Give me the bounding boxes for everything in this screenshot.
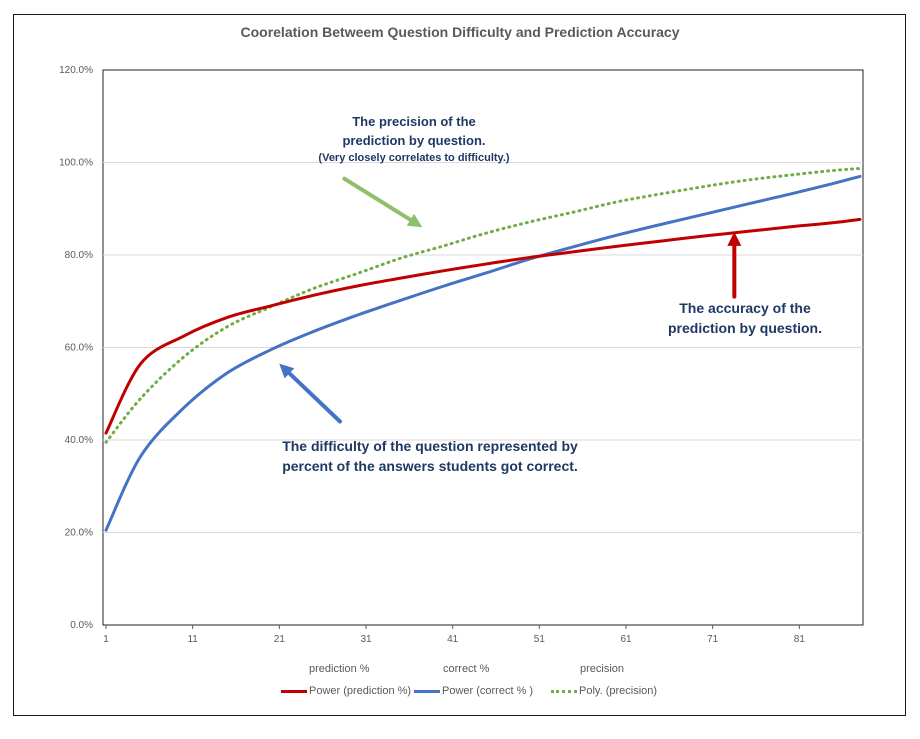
y-tick-label: 20.0% [65,528,93,539]
y-tick-label: 120.0% [59,65,93,76]
legend-name-prediction: prediction % [309,663,370,675]
series-line-correct [106,176,860,530]
y-tick-label: 40.0% [65,435,93,446]
legend-swatch-correct [414,690,440,693]
annotation-precision-sub: (Very closely correlates to difficulty.) [264,151,564,167]
annotation-difficulty-line-1: The difficulty of the question represent… [240,436,620,456]
x-tick-label: 11 [187,634,198,645]
x-tick-label: 1 [103,634,109,645]
x-tick-label: 61 [620,634,632,645]
legend-item-correct: Power (correct % ) [414,685,533,697]
y-tick-label: 0.0% [70,620,93,631]
legend-name-correct: correct % [443,663,489,675]
y-tick-label: 60.0% [65,343,93,354]
legend-item-prediction: Power (prediction %) [281,685,411,697]
legend-swatch-prediction [281,690,307,693]
annotation-difficulty-line-2: percent of the answers students got corr… [240,456,620,476]
annotation-accuracy-line-2: prediction by question. [630,318,860,338]
legend-item-precision: Poly. (precision) [551,685,657,697]
annotation-difficulty: The difficulty of the question represent… [240,436,620,477]
difficulty-arrow-shaft [289,373,340,421]
annotation-precision-line-2: prediction by question. [264,132,564,151]
precision-arrow [344,179,422,228]
legend-swatch-precision [551,690,577,693]
x-tick-label: 21 [274,634,286,645]
x-tick-label: 41 [447,634,459,645]
difficulty-arrow [279,364,340,422]
accuracy-arrow [727,232,741,297]
legend-label-precision: Poly. (precision) [579,685,657,697]
x-tick-label: 31 [360,634,372,645]
annotation-precision: The precision of the prediction by quest… [264,113,564,167]
x-tick-label: 81 [794,634,806,645]
annotation-accuracy: The accuracy of the prediction by questi… [630,298,860,339]
annotation-accuracy-line-1: The accuracy of the [630,298,860,318]
x-tick-label: 51 [534,634,546,645]
legend-label-prediction: Power (prediction %) [309,685,411,697]
legend-name-precision: precision [580,663,624,675]
annotation-precision-line-1: The precision of the [264,113,564,132]
y-tick-label: 80.0% [65,250,93,261]
legend-label-correct: Power (correct % ) [442,685,533,697]
y-tick-label: 100.0% [59,158,93,169]
precision-arrow-shaft [344,179,410,220]
x-tick-label: 71 [707,634,719,645]
